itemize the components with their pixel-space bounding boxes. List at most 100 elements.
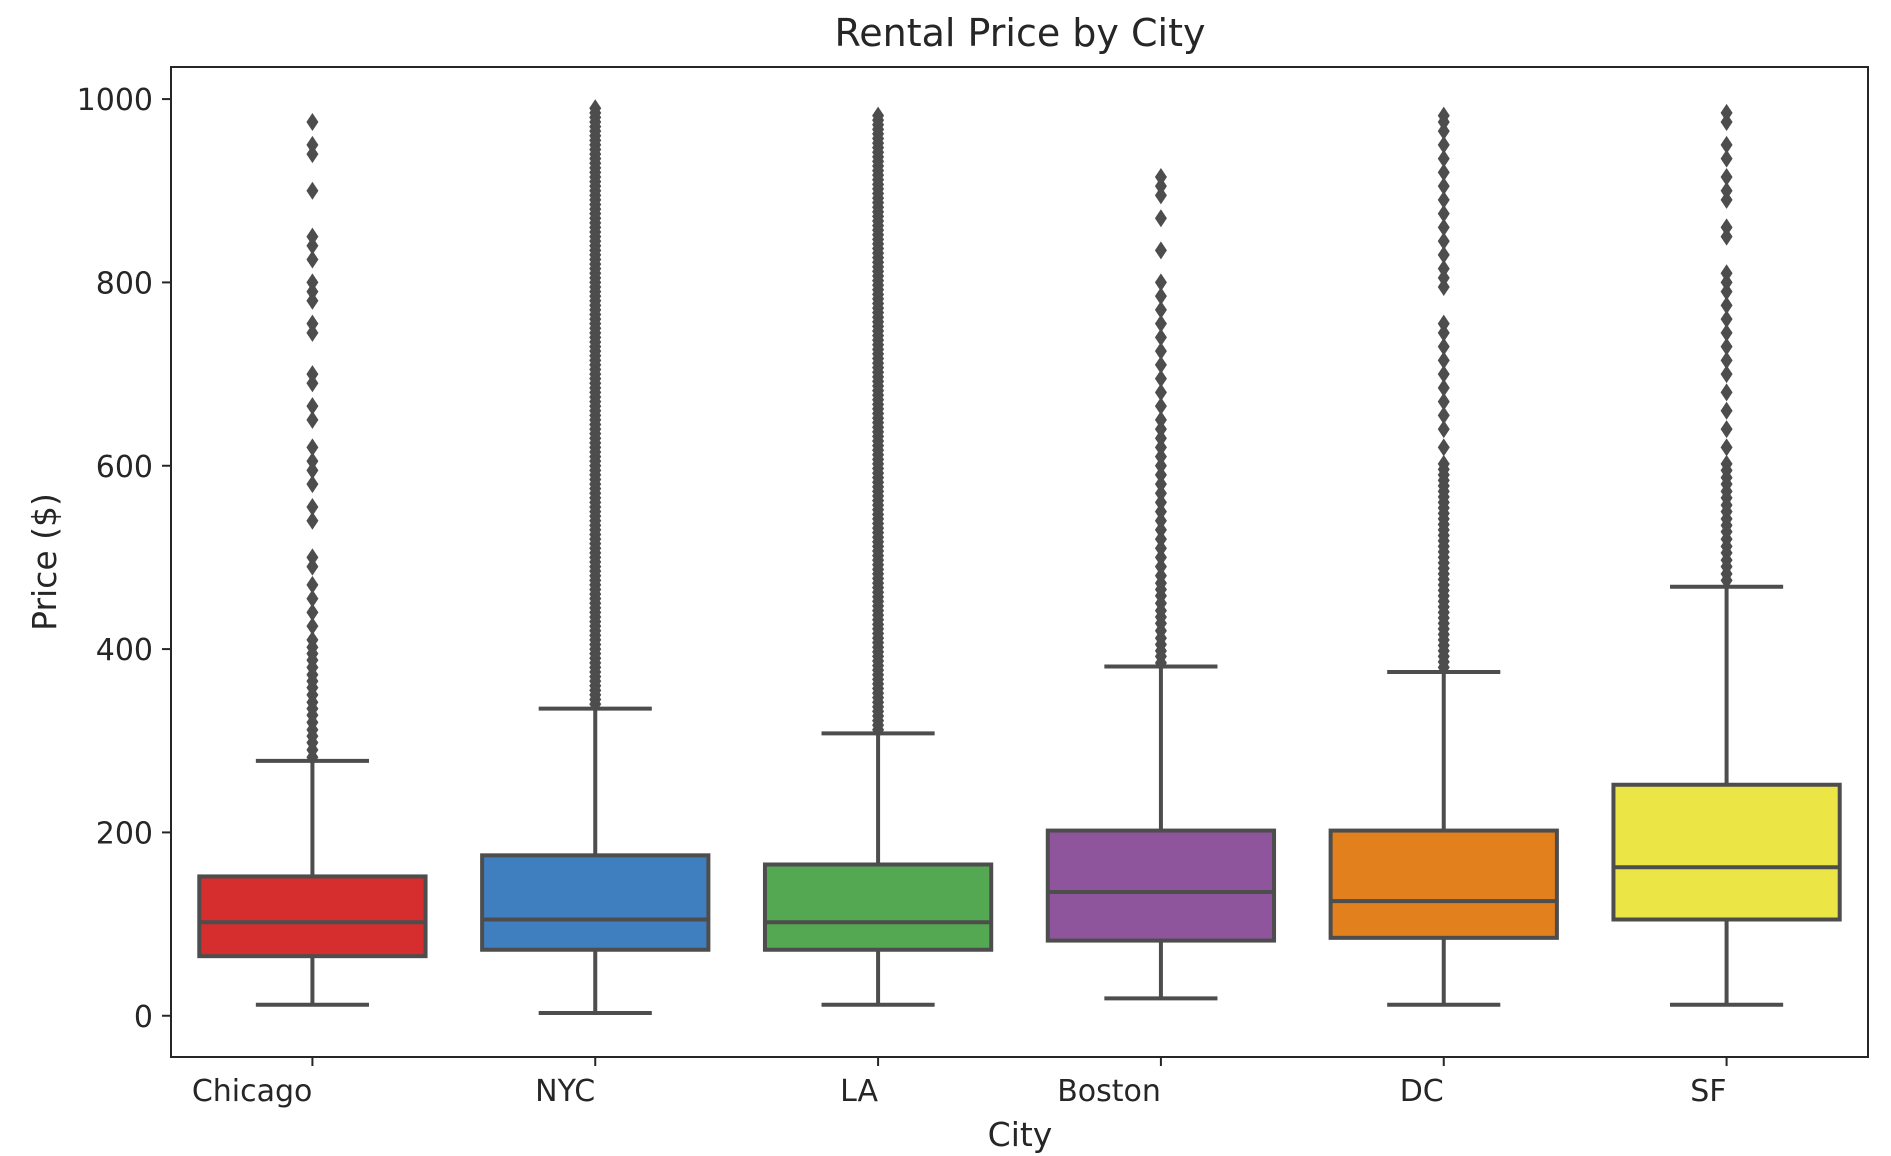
outlier-point xyxy=(1720,113,1733,131)
outlier-point xyxy=(1720,264,1733,283)
outlier-point xyxy=(1154,410,1167,429)
outlier-point xyxy=(1154,447,1167,466)
outlier-point xyxy=(872,106,885,125)
outlier-point xyxy=(1720,190,1733,209)
y-tick-label: 800 xyxy=(96,266,153,301)
outlier-point xyxy=(1154,177,1167,196)
outlier-point xyxy=(306,397,319,416)
outlier-point xyxy=(1154,209,1167,228)
outlier-point xyxy=(1437,454,1450,473)
outlier-point xyxy=(1437,218,1450,237)
x-tick-label: SF xyxy=(1690,1074,1726,1109)
y-axis-label: Price ($) xyxy=(25,493,64,631)
outlier-point xyxy=(1720,323,1733,342)
outlier-point xyxy=(306,589,319,608)
outlier-point xyxy=(1720,365,1733,384)
y-tick-label: 200 xyxy=(96,816,153,851)
outlier-point xyxy=(1437,122,1450,141)
y-axis: 0 200 400 600 800 1000 xyxy=(77,83,171,1035)
outlier-point xyxy=(1720,401,1733,420)
outlier-point xyxy=(306,452,319,471)
outlier-point xyxy=(1720,296,1733,315)
outlier-point xyxy=(306,181,319,200)
outlier-point xyxy=(306,314,319,333)
outlier-point xyxy=(1720,337,1733,356)
outlier-point xyxy=(306,273,319,292)
outlier-point xyxy=(306,630,319,649)
outlier-point xyxy=(306,575,319,594)
box-iqr xyxy=(762,862,994,952)
x-tick-label: LA xyxy=(840,1074,878,1109)
outlier-point xyxy=(306,291,319,310)
box-group-sf xyxy=(1611,103,1842,1007)
outlier-point xyxy=(306,511,319,530)
outlier-point xyxy=(1154,557,1167,576)
x-tick-label: Chicago xyxy=(192,1074,313,1109)
outlier-point xyxy=(1437,163,1450,182)
outlier-point xyxy=(306,282,319,301)
outlier-point xyxy=(1437,245,1450,264)
outlier-point xyxy=(1154,342,1167,361)
outlier-point xyxy=(1437,323,1450,342)
outlier-point xyxy=(1437,314,1450,333)
box-group-nyc xyxy=(480,99,711,1015)
outlier-point xyxy=(1154,429,1167,448)
outlier-point xyxy=(1720,103,1733,122)
outlier-point xyxy=(1154,484,1167,503)
outlier-point xyxy=(306,365,319,384)
outlier-point xyxy=(1154,383,1167,402)
outlier-point xyxy=(1437,149,1450,168)
outlier-point xyxy=(1720,454,1733,473)
outlier-point xyxy=(1437,177,1450,196)
outlier-point xyxy=(1154,438,1167,457)
outlier-point xyxy=(1720,135,1733,154)
outlier-point xyxy=(1154,539,1167,558)
outlier-point xyxy=(1154,475,1167,494)
box-iqr xyxy=(1045,828,1277,943)
outlier-point xyxy=(1437,438,1450,457)
outlier-point xyxy=(306,135,319,154)
outlier-point xyxy=(1720,310,1733,329)
outlier-point xyxy=(1720,438,1733,457)
outlier-point xyxy=(1720,227,1733,246)
chart-title: Rental Price by City xyxy=(835,11,1206,55)
outlier-point xyxy=(1437,259,1450,278)
plot-area xyxy=(197,99,1842,1015)
outlier-point xyxy=(1720,273,1733,292)
box-group-boston xyxy=(1045,168,1277,1001)
outlier-point xyxy=(1154,456,1167,475)
outlier-point xyxy=(306,603,319,622)
axes-frame xyxy=(170,66,1869,1058)
x-axis-label: City xyxy=(988,1115,1053,1154)
box-group-la xyxy=(762,106,994,1007)
y-tick-label: 1000 xyxy=(77,83,153,118)
outlier-point xyxy=(306,236,319,255)
outlier-point xyxy=(1154,548,1167,567)
outlier-point xyxy=(306,250,319,269)
outlier-point xyxy=(1720,149,1733,168)
outlier-point xyxy=(1154,397,1167,416)
outlier-point xyxy=(1720,351,1733,370)
outlier-point xyxy=(1437,420,1450,439)
x-tick-label: DC xyxy=(1400,1074,1444,1109)
outlier-point xyxy=(1154,420,1167,439)
outlier-point xyxy=(1154,530,1167,549)
outlier-point xyxy=(1437,337,1450,356)
outlier-point xyxy=(589,99,602,118)
outlier-point xyxy=(1154,355,1167,374)
outlier-point xyxy=(306,145,319,164)
outlier-point xyxy=(1437,190,1450,209)
outlier-point xyxy=(1154,511,1167,530)
outlier-point xyxy=(1437,365,1450,384)
x-axis: Chicago NYC LA Boston DC SF xyxy=(192,1057,1728,1109)
x-tick-label: Boston xyxy=(1057,1074,1161,1109)
y-tick-label: 0 xyxy=(134,1000,153,1035)
outlier-point xyxy=(306,438,319,457)
outlier-point xyxy=(1437,406,1450,425)
outlier-point xyxy=(1437,278,1450,296)
box-iqr xyxy=(197,874,428,959)
outlier-point xyxy=(1720,420,1733,439)
outlier-point xyxy=(1154,241,1167,260)
y-tick-label: 400 xyxy=(96,633,153,668)
